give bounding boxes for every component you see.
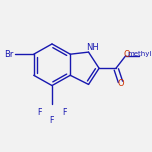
Text: NH: NH [86,43,99,52]
Text: F: F [62,108,66,117]
Text: O: O [123,50,130,59]
Text: F: F [38,108,42,117]
Text: methyl: methyl [127,51,151,57]
Text: Br: Br [4,50,14,59]
Text: O: O [117,79,124,88]
Text: F: F [50,116,54,125]
